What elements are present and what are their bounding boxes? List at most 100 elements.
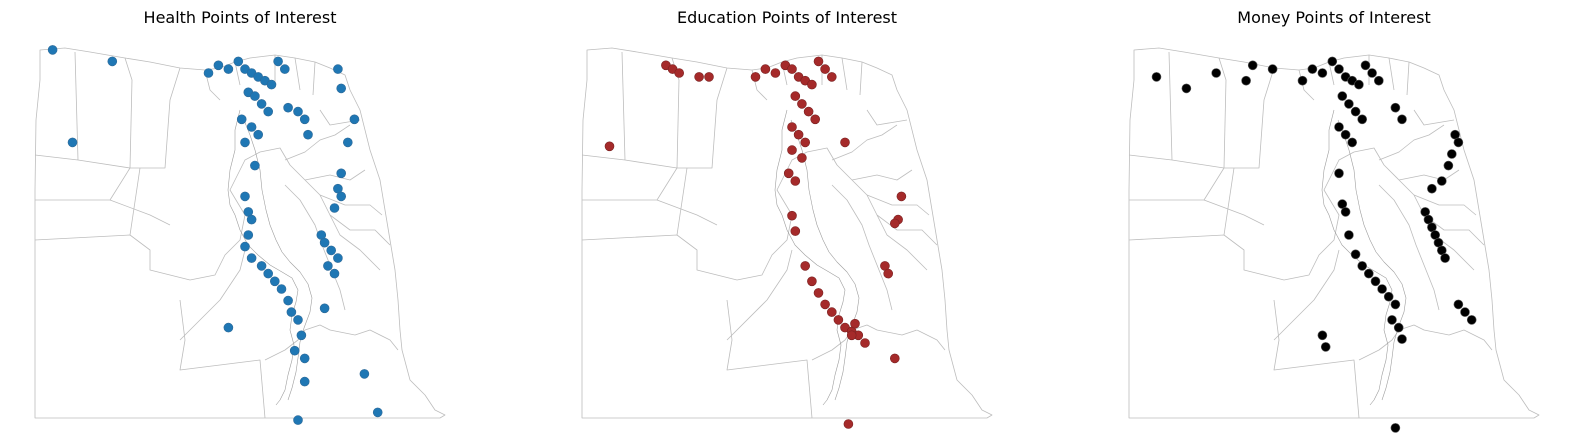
poi-point [293, 315, 303, 325]
admin-boundary-line [1128, 47, 1540, 419]
admin-boundary-line [304, 169, 366, 181]
admin-boundary-line [1283, 151, 1355, 281]
poi-point [790, 91, 801, 101]
admin-boundary-line [34, 51, 133, 169]
admin-boundary-line [806, 147, 928, 271]
poi-point [286, 307, 297, 317]
poi-point [326, 245, 337, 256]
poi-point [860, 338, 870, 348]
poi-point [800, 137, 810, 148]
admin-boundary-line [811, 324, 946, 361]
admin-boundary-line [1358, 324, 1493, 361]
poi-point [283, 295, 293, 306]
poi-point [833, 315, 844, 325]
nile-boundary [1337, 119, 1407, 401]
admin-boundary-line [284, 124, 351, 161]
poi-point [233, 56, 244, 67]
poi-point [1383, 291, 1394, 302]
poi-point [47, 45, 58, 55]
poi-point [1364, 268, 1374, 279]
poi-point [1443, 160, 1454, 171]
poi-point [276, 284, 287, 294]
poi-point [203, 68, 214, 78]
admin-boundary-line [264, 324, 399, 361]
map-health [34, 45, 446, 425]
admin-boundary-line [831, 124, 898, 161]
poi-point [1436, 176, 1447, 186]
poi-point [1397, 114, 1407, 125]
poi-point [1390, 423, 1401, 433]
poi-point [1350, 106, 1361, 117]
poi-point [67, 137, 78, 148]
poi-point [372, 407, 383, 418]
poi-point [329, 203, 340, 213]
poi-point [1387, 315, 1397, 325]
poi-point [1340, 129, 1351, 140]
admin-boundary-line [726, 299, 813, 419]
admin-boundary-line [129, 167, 141, 236]
admin-boundary-line [34, 234, 191, 281]
poi-point [1340, 207, 1351, 217]
poi-point [1151, 72, 1162, 82]
nile-boundary [790, 119, 860, 401]
poi-point [319, 237, 330, 248]
nile-boundary [774, 109, 846, 406]
poi-point [797, 153, 807, 163]
admin-boundary-line [1378, 124, 1445, 161]
poi-point [329, 268, 340, 279]
poi-point [296, 330, 307, 341]
points-layer [47, 45, 383, 425]
panel-education: Education Points of Interest [577, 0, 997, 446]
poi-point [213, 60, 224, 71]
poi-point [813, 288, 824, 298]
poi-point [336, 191, 347, 202]
map-money [1128, 47, 1540, 433]
poi-point [303, 129, 313, 140]
poi-point [790, 226, 801, 236]
poi-point [1390, 102, 1401, 113]
poi-point [1446, 149, 1457, 159]
admin-boundary-line [1223, 167, 1235, 236]
poi-point [889, 218, 900, 229]
poi-point [787, 122, 797, 132]
admin-boundary-line [179, 249, 246, 341]
admin-boundary-line [1398, 169, 1460, 181]
admin-boundary-line [582, 167, 678, 201]
poi-point [223, 64, 234, 74]
nile-boundary [1321, 109, 1393, 406]
poi-point [1320, 342, 1331, 352]
admin-boundaries [581, 47, 993, 419]
admin-boundary-line [876, 214, 938, 246]
poi-point [1374, 75, 1384, 86]
admin-boundary-line [677, 67, 728, 169]
poi-point [293, 106, 303, 117]
poi-point [1390, 299, 1401, 310]
poi-point [250, 91, 260, 101]
admin-boundary-line [179, 299, 266, 419]
poi-point [1334, 64, 1344, 74]
admin-boundary-line [1273, 249, 1340, 341]
points-layer [1151, 56, 1477, 433]
poi-point [846, 330, 857, 341]
poi-point [813, 56, 824, 67]
poi-point [283, 102, 293, 113]
poi-point [1427, 183, 1437, 194]
poi-point [246, 122, 257, 132]
poi-point [240, 137, 250, 148]
poi-point [1334, 122, 1344, 132]
poi-point [896, 191, 907, 202]
poi-point [820, 299, 830, 310]
poi-point [273, 56, 283, 67]
admin-boundary-line [35, 167, 131, 201]
admin-boundary-line [1353, 147, 1475, 271]
poi-point [850, 318, 860, 329]
poi-point [750, 72, 761, 82]
poi-point [263, 106, 273, 117]
poi-point [800, 261, 810, 271]
admin-boundary-line [319, 194, 383, 216]
admin-boundary-line [581, 234, 738, 281]
poi-point [1334, 168, 1344, 179]
poi-point [240, 191, 250, 202]
poi-point [319, 303, 330, 314]
poi-point [797, 99, 807, 109]
